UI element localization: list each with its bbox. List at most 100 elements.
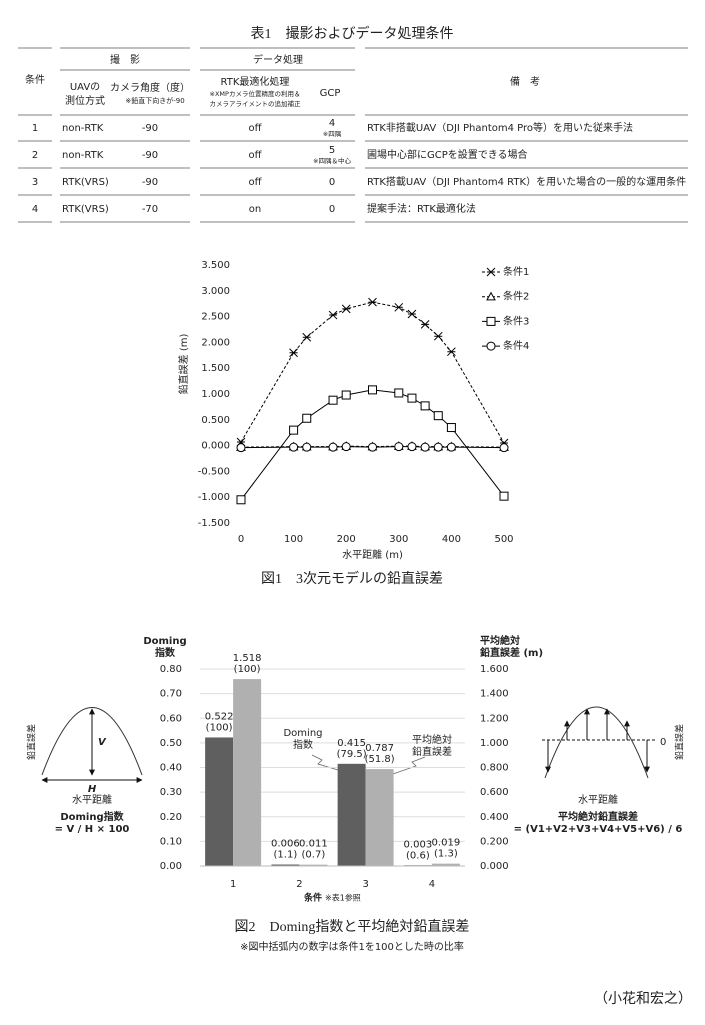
ratio-label: (1.1): [274, 850, 298, 861]
y-tick-label: 0.20: [160, 812, 182, 823]
v-label: V: [98, 737, 107, 748]
diagram-title: Doming指数: [60, 810, 124, 823]
x-tick-label: 400: [442, 534, 461, 545]
th: データ処理: [253, 53, 303, 66]
y2-tick-label: 1.400: [480, 689, 509, 700]
marker: [289, 442, 299, 452]
td-note: ※四隅＆中心: [313, 156, 351, 165]
x-axis-note: ※表1参照: [325, 893, 361, 903]
marker: [328, 395, 338, 405]
y2-tick-label: 0.800: [480, 763, 509, 774]
ratio-label: (1.3): [434, 849, 458, 860]
th: カメラ角度（度）: [110, 81, 190, 94]
td: RTK搭載UAV（DJI Phantom4 RTK）を用いた場合の一般的な運用条…: [367, 175, 686, 188]
value-label: 0.415: [337, 738, 366, 749]
marker: [407, 442, 417, 452]
x-tick-label: 200: [337, 534, 356, 545]
caption: 図2 Doming指数と平均絶対鉛直誤差: [235, 918, 470, 935]
td-note: ※四隅: [323, 129, 342, 138]
y-tick-label: 0.10: [160, 836, 182, 847]
y2-axis-title: 平均絶対: [480, 634, 520, 647]
bar: [337, 763, 366, 866]
th-note: カメラアライメントの追加補正: [210, 99, 302, 108]
marker: [499, 491, 509, 501]
x-axis-label: 水平距離 (m): [342, 548, 403, 561]
y-tick-label: 1.000: [201, 389, 230, 400]
series-line: [240, 301, 505, 444]
marker: [407, 393, 417, 403]
legend-marker: [486, 316, 496, 326]
td: 3: [32, 177, 38, 188]
ratio-label: (0.6): [406, 850, 430, 861]
table-rules: [18, 47, 688, 223]
legend-label: 条件1: [503, 265, 529, 278]
y-tick-label: 2.000: [201, 337, 230, 348]
ratio-label: (100): [206, 722, 233, 733]
y-tick-label: 3.000: [201, 286, 230, 297]
bar: [365, 769, 394, 866]
td: non-RTK: [62, 123, 104, 134]
legend-marker: [486, 291, 496, 301]
y-axis-title: Doming: [143, 636, 186, 647]
value-label: 0.522: [205, 711, 234, 722]
td: -90: [142, 123, 158, 134]
marker: [433, 331, 443, 341]
marker: [407, 309, 417, 319]
marker: [499, 443, 509, 453]
y-tick-label: 3.500: [201, 260, 230, 271]
y-tick-label: -0.500: [198, 466, 230, 477]
y-tick-label: -1.000: [198, 492, 230, 503]
y-tick-label: 0.70: [160, 689, 182, 700]
formula: = V / H × 100: [55, 824, 130, 835]
marker: [394, 302, 404, 312]
y-tick-label: 0.500: [201, 415, 230, 426]
y-tick-label: 2.500: [201, 312, 230, 323]
x-label: 水平距離: [578, 793, 618, 806]
td: RTK非搭載UAV（DJI Phantom4 Pro等）を用いた従来手法: [367, 121, 633, 134]
mae-diagram: 0 水平距離 鉛直誤差 平均絶対鉛直誤差 = (V1+V2+V3+V4+V5+V…: [514, 706, 686, 835]
td: 0: [329, 204, 335, 215]
x-tick-label: 500: [494, 534, 513, 545]
bar: [205, 737, 234, 866]
caption-note: ※図中括弧内の数字は条件1を100とした時の比率: [240, 940, 464, 953]
x-tick-label: 300: [389, 534, 408, 545]
caption: 図1 3次元モデルの鉛直誤差: [261, 570, 443, 587]
y-tick-label: 0.40: [160, 763, 182, 774]
y-tick-label: 0.00: [160, 861, 182, 872]
y-axis-title: 指数: [155, 646, 176, 659]
td: 0: [329, 177, 335, 188]
y-tick-label: 0.60: [160, 713, 182, 724]
y2-axis-title: 鉛直誤差 (m): [480, 646, 543, 659]
x-label: 水平距離: [72, 793, 112, 806]
y-tick-label: 0.50: [160, 738, 182, 749]
diagram-title: 平均絶対鉛直誤差: [558, 810, 638, 823]
td: non-RTK: [62, 150, 104, 161]
td: -70: [142, 204, 158, 215]
y2-tick-label: 1.200: [480, 713, 509, 724]
callout: 鉛直誤差: [412, 745, 452, 758]
x-tick-label: 2: [296, 879, 302, 890]
y2-tick-label: 0.200: [480, 836, 509, 847]
ratio-label: (0.7): [302, 850, 326, 861]
marker: [433, 411, 443, 421]
marker: [236, 495, 246, 505]
marker: [236, 443, 246, 453]
marker: [302, 332, 312, 342]
legend-label: 条件2: [503, 290, 529, 303]
th: RTK最適化処理: [221, 75, 290, 88]
author: （小花和宏之）: [594, 991, 692, 1007]
marker: [446, 442, 456, 452]
marker: [433, 442, 443, 452]
value-label: 0.787: [365, 743, 394, 754]
callout-leader: [311, 754, 356, 776]
bar: [233, 679, 262, 866]
y2-tick-label: 0.400: [480, 812, 509, 823]
marker: [302, 413, 312, 423]
bar: [431, 863, 460, 866]
td: 1: [32, 123, 38, 134]
marker: [289, 425, 299, 435]
td: 2: [32, 150, 38, 161]
marker: [341, 442, 351, 452]
marker: [420, 319, 430, 329]
th: 条件: [25, 73, 45, 86]
